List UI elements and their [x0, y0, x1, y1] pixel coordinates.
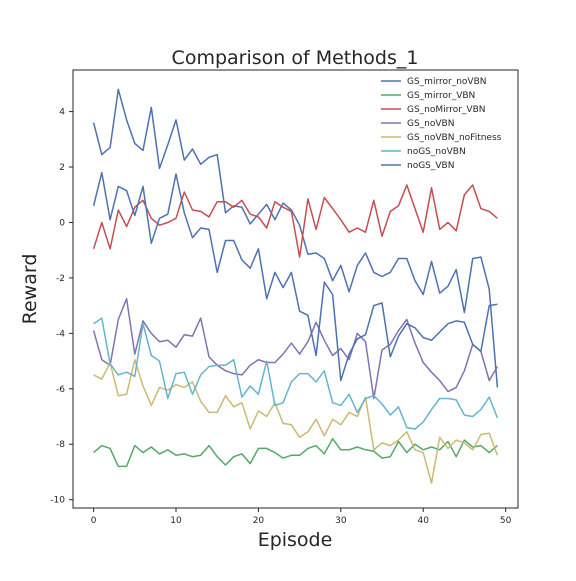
y-tick-label: -8 [56, 440, 65, 450]
y-tick-label: 2 [59, 163, 65, 173]
chart-title: Comparison of Methods_1 [172, 47, 419, 69]
series-line-nogs-novbn [93, 317, 499, 430]
x-tick-label: 40 [418, 516, 430, 526]
x-tick-label: 30 [335, 516, 347, 526]
y-tick-label: 0 [59, 218, 65, 228]
legend-label: GS_mirror_noVBN [407, 77, 486, 87]
plot-frame [72, 69, 519, 509]
x-tick-label: 20 [253, 516, 265, 526]
legend-label: noGS_VBN [407, 161, 454, 171]
legend-label: GS_mirror_VBN [407, 91, 475, 101]
series-line-gs-mirror-vbn [93, 437, 498, 468]
x-tick-label: 0 [91, 516, 97, 526]
y-tick-label: -6 [56, 385, 65, 395]
y-tick-label: 4 [59, 108, 65, 118]
y-axis-title: Reward [19, 254, 41, 325]
x-tick-label: 50 [500, 516, 512, 526]
legend-label: GS_noVBN_noFitness [407, 133, 502, 143]
plot-area: 0 10 20 30 40 50 -10 -8 -6 -4 -2 0 2 4 GS_mirror_noVBN… [50, 69, 519, 526]
y-tick-label: -10 [50, 496, 65, 506]
legend-label: GS_noMirror_VBN [407, 105, 485, 115]
series-line-gs-novbn [92, 297, 499, 400]
x-axis-title: Episode [258, 529, 333, 551]
legend-label: GS_noVBN [407, 119, 454, 129]
series-line-nogs-vbn [92, 171, 498, 382]
y-tick-label: -4 [56, 329, 65, 339]
series-line-gs-novbn-nofitness [93, 358, 499, 484]
legend-label: noGS_noVBN [407, 147, 466, 157]
x-tick-label: 10 [170, 516, 182, 526]
series-line-gs-mirror-novbn [92, 88, 499, 388]
y-tick-label: -2 [56, 274, 65, 284]
legend: GS_mirror_noVBN GS_mirror_VBN GS_noMirror_… [381, 77, 502, 171]
series-line-gs-nomirror-vbn [92, 184, 498, 258]
